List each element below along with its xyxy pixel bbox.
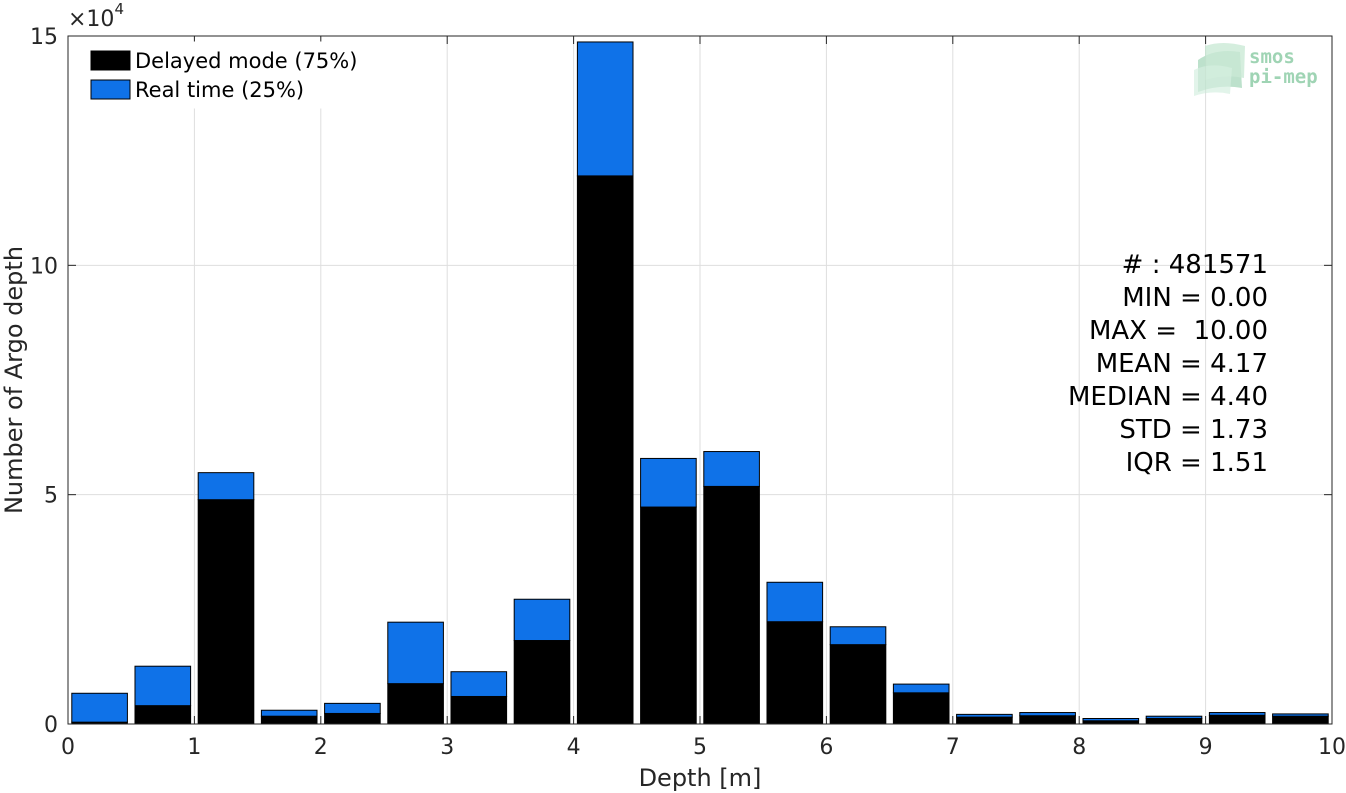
bar-realtime-6: [450, 671, 508, 697]
axis-ticks: 0 1 2 3 4 5 6 7 8 9 10 0 5 10 15: [30, 25, 1346, 760]
x-tick-label-3: 3: [440, 735, 454, 760]
stat-line-3: MEAN = 4.17: [1096, 349, 1268, 379]
x-tick-label-6: 6: [819, 735, 833, 760]
bar-delayed-6: [450, 695, 508, 725]
y-tick-label-2: 10: [30, 254, 58, 279]
bar-realtime-5: [387, 621, 444, 685]
legend-swatch-delayed: [90, 50, 131, 71]
bar-delayed-13: [892, 692, 950, 725]
bar-delayed-4: [324, 712, 381, 725]
bar-delayed-18: [1208, 714, 1266, 725]
x-tick-label-7: 7: [946, 735, 960, 760]
bar-realtime-16: [1082, 717, 1140, 722]
stat-line-0: # : 481571: [1122, 250, 1268, 280]
bar-realtime-4: [324, 702, 381, 714]
bar-realtime-10: [703, 451, 760, 487]
legend-label-realtime: Real time (25%): [135, 78, 304, 102]
bar-realtime-1: [134, 665, 192, 707]
legend-label-delayed: Delayed mode (75%): [135, 49, 357, 73]
bar-realtime-2: [197, 472, 255, 501]
bar-delayed-8: [576, 175, 634, 725]
bar-realtime-7: [513, 598, 571, 642]
bar-realtime-12: [829, 626, 887, 646]
legend-swatch-realtime: [90, 79, 131, 100]
stat-line-2: MAX = 10.00: [1089, 316, 1268, 346]
bar-delayed-1: [134, 705, 192, 725]
x-tick-label-10: 10: [1318, 735, 1346, 760]
x-tick-label-0: 0: [61, 735, 75, 760]
y-axis-label: Number of Argo depth: [0, 246, 28, 514]
bar-delayed-7: [513, 640, 571, 725]
bar-delayed-11: [766, 621, 824, 725]
bar-realtime-15: [1019, 712, 1076, 717]
bar-realtime-13: [892, 683, 950, 694]
grid-lines: [68, 35, 1332, 724]
x-tick-label-5: 5: [693, 735, 707, 760]
bar-delayed-9: [640, 506, 697, 725]
y-multiplier: ×104: [68, 0, 124, 32]
bar-realtime-17: [1145, 715, 1203, 719]
bar-delayed-5: [387, 683, 444, 725]
bar-delayed-2: [197, 499, 255, 725]
bar-delayed-15: [1019, 715, 1076, 725]
x-axis-label: Depth [m]: [639, 764, 762, 792]
y-tick-label-0: 0: [44, 713, 58, 738]
bar-delayed-12: [829, 644, 887, 725]
legend: Delayed mode (75%) Real time (25%): [79, 41, 373, 109]
bar-delayed-10: [703, 485, 760, 725]
bar-delayed-3: [260, 715, 318, 725]
y-tick-label-1: 5: [44, 484, 58, 509]
bar-realtime-9: [640, 457, 697, 508]
stat-line-1: MIN = 0.00: [1122, 283, 1268, 313]
x-tick-label-8: 8: [1072, 735, 1086, 760]
bar-delayed-14: [956, 716, 1013, 725]
y-tick-label-3: 15: [30, 25, 58, 50]
bar-realtime-14: [956, 713, 1013, 718]
stat-line-6: IQR = 1.51: [1126, 448, 1268, 478]
logo-text-smos: smos: [1249, 46, 1295, 68]
bars: [71, 41, 1329, 725]
bar-delayed-17: [1145, 717, 1203, 725]
x-tick-label-9: 9: [1199, 735, 1213, 760]
bar-realtime-18: [1208, 712, 1266, 716]
bar-realtime-8: [576, 41, 634, 177]
smos-pimep-logo: smos pi-mep: [1194, 43, 1318, 96]
logo-text-pimep: pi-mep: [1249, 66, 1318, 88]
bar-realtime-11: [766, 581, 824, 623]
logo-wave-icon: [1194, 43, 1245, 96]
bar-delayed-19: [1272, 715, 1329, 725]
x-tick-label-1: 1: [187, 735, 201, 760]
bar-realtime-3: [260, 709, 318, 717]
bar-realtime-0: [71, 692, 128, 723]
x-tick-label-2: 2: [314, 735, 328, 760]
stat-line-5: STD = 1.73: [1119, 415, 1268, 445]
stat-line-4: MEDIAN = 4.40: [1068, 382, 1268, 412]
x-tick-label-4: 4: [567, 735, 581, 760]
bar-realtime-19: [1272, 713, 1329, 717]
